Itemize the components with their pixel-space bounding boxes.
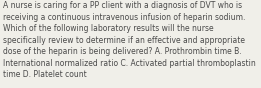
Text: A nurse is caring for a PP client with a diagnosis of DVT who is
receiving a con: A nurse is caring for a PP client with a… — [3, 1, 256, 79]
